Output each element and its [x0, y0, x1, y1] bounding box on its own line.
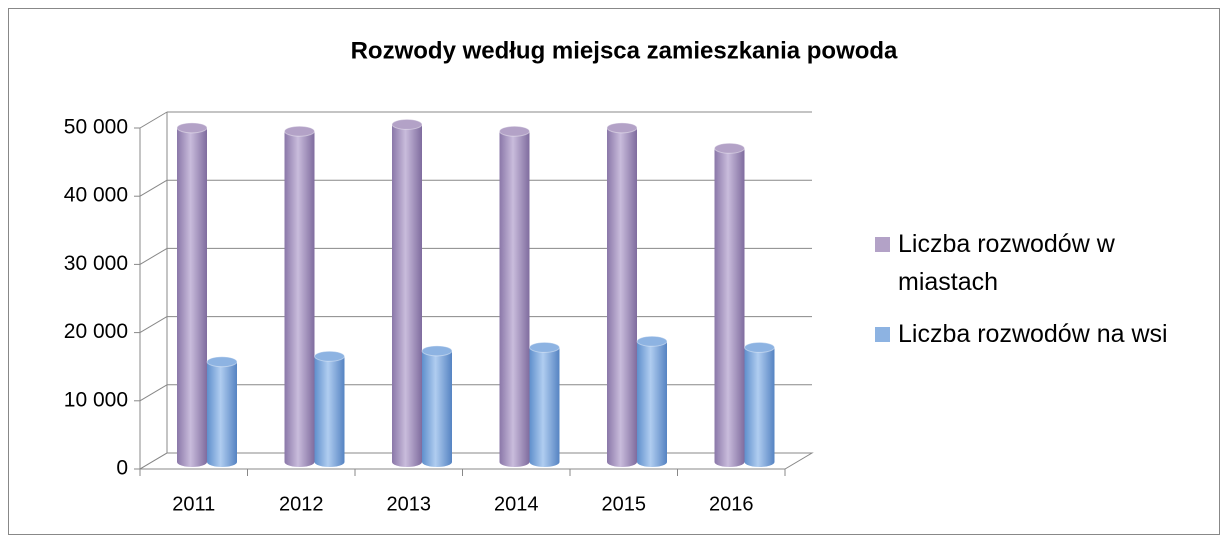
y-tick-label: 20 000 [64, 320, 128, 343]
chart-title: Rozwody według miejsca zamieszkania powo… [351, 37, 898, 64]
bar [744, 347, 775, 467]
bar-top [744, 341, 775, 353]
bar-top [714, 142, 745, 154]
x-tick-label: 2012 [279, 493, 324, 515]
bar-top [391, 118, 423, 130]
bar [714, 148, 745, 467]
legend-label: Liczba rozwodów w miastach [898, 230, 1115, 296]
bar-top [606, 122, 638, 134]
bar-top [206, 356, 238, 368]
bar [314, 356, 345, 467]
y-tick-label: 30 000 [64, 252, 128, 275]
y-tick-label: 0 [116, 457, 128, 480]
y-tick-label: 50 000 [64, 116, 128, 139]
bar-top [499, 125, 530, 137]
bar [499, 131, 530, 468]
x-tick-label: 2014 [494, 493, 539, 515]
x-tick-label: 2011 [172, 493, 215, 515]
bar-top [314, 350, 345, 362]
grid-line-side [139, 179, 168, 197]
bar-top [421, 345, 453, 357]
bar [284, 131, 315, 468]
bar [637, 341, 667, 467]
grid-line-side [139, 316, 168, 334]
grid-line-side [139, 452, 168, 470]
x-tick-label: 2013 [387, 493, 432, 515]
bar [422, 350, 452, 467]
grid-line-side [139, 247, 168, 265]
bar [392, 124, 422, 467]
bar-top [529, 341, 560, 353]
bar [607, 127, 637, 467]
x-tick-label: 2015 [602, 493, 647, 515]
bar [207, 361, 237, 467]
bar-top [636, 335, 668, 347]
x-tick-label: 2016 [709, 493, 754, 515]
y-tick-label: 40 000 [64, 184, 128, 207]
bar-top [176, 122, 208, 134]
legend-swatch [875, 327, 890, 342]
bar-top [284, 125, 315, 137]
legend-label: Liczba rozwodów na wsi [898, 320, 1168, 348]
y-tick-label: 10 000 [64, 388, 128, 411]
grid-line-side [139, 384, 168, 402]
legend-swatch [875, 237, 890, 252]
bar [529, 347, 560, 467]
bar [177, 127, 207, 467]
grid-line-side [139, 111, 168, 129]
